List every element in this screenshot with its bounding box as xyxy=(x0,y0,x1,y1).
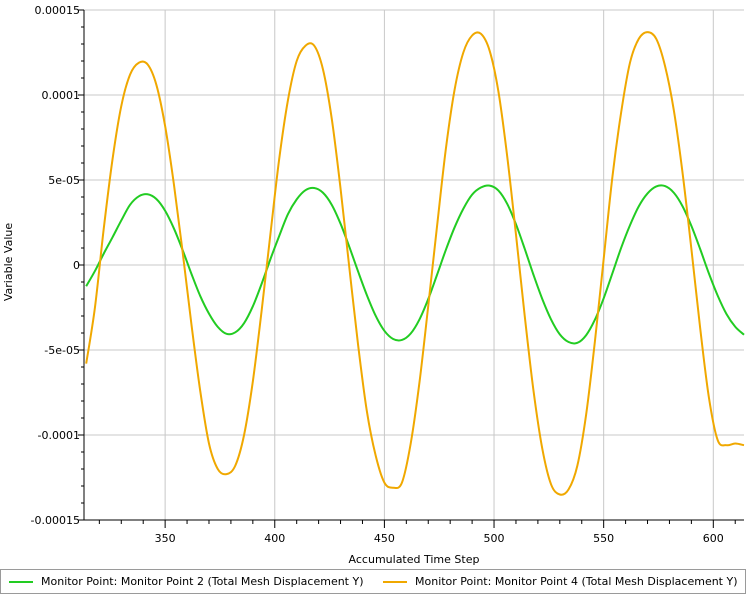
series-lines xyxy=(85,31,745,496)
legend-label-series-1: Monitor Point: Monitor Point 2 (Total Me… xyxy=(41,575,364,588)
series-line-2 xyxy=(85,31,745,496)
y-tick-label: 0.00015 xyxy=(35,4,81,17)
legend-swatch-series-1 xyxy=(9,580,33,583)
series-line-1 xyxy=(85,184,745,345)
y-tick-label: -5e-05 xyxy=(44,344,80,357)
x-tick-label: 450 xyxy=(374,532,395,545)
x-tick-label: 500 xyxy=(484,532,505,545)
x-tick-label: 600 xyxy=(703,532,724,545)
legend-swatch-series-2 xyxy=(383,580,407,583)
y-tick-label: -0.00015 xyxy=(31,514,80,527)
x-tick-label: 550 xyxy=(593,532,614,545)
x-tick-label: 400 xyxy=(264,532,285,545)
y-axis-title: Variable Value xyxy=(2,223,15,301)
legend-entry-series-2: Monitor Point: Monitor Point 4 (Total Me… xyxy=(383,570,738,593)
grid-lines xyxy=(84,9,744,521)
y-tick-label: -0.0001 xyxy=(38,429,80,442)
x-tick-label: 350 xyxy=(155,532,176,545)
y-tick-label: 5e-05 xyxy=(48,174,80,187)
legend: Monitor Point: Monitor Point 2 (Total Me… xyxy=(0,569,746,594)
y-tick-label: 0.0001 xyxy=(42,89,81,102)
tick-labels: 350 400 450 500 550 600 0.00015 0.0001 5e-05 0 -5e… xyxy=(31,4,724,545)
x-axis-title: Accumulated Time Step xyxy=(349,553,480,566)
legend-label-series-2: Monitor Point: Monitor Point 4 (Total Me… xyxy=(415,575,738,588)
line-chart: 350 400 450 500 550 600 0.00015 0.0001 5e-05 0 -5e… xyxy=(2,4,745,566)
legend-entry-series-1: Monitor Point: Monitor Point 2 (Total Me… xyxy=(9,570,364,593)
y-tick-label: 0 xyxy=(73,259,80,272)
axes xyxy=(78,9,744,528)
